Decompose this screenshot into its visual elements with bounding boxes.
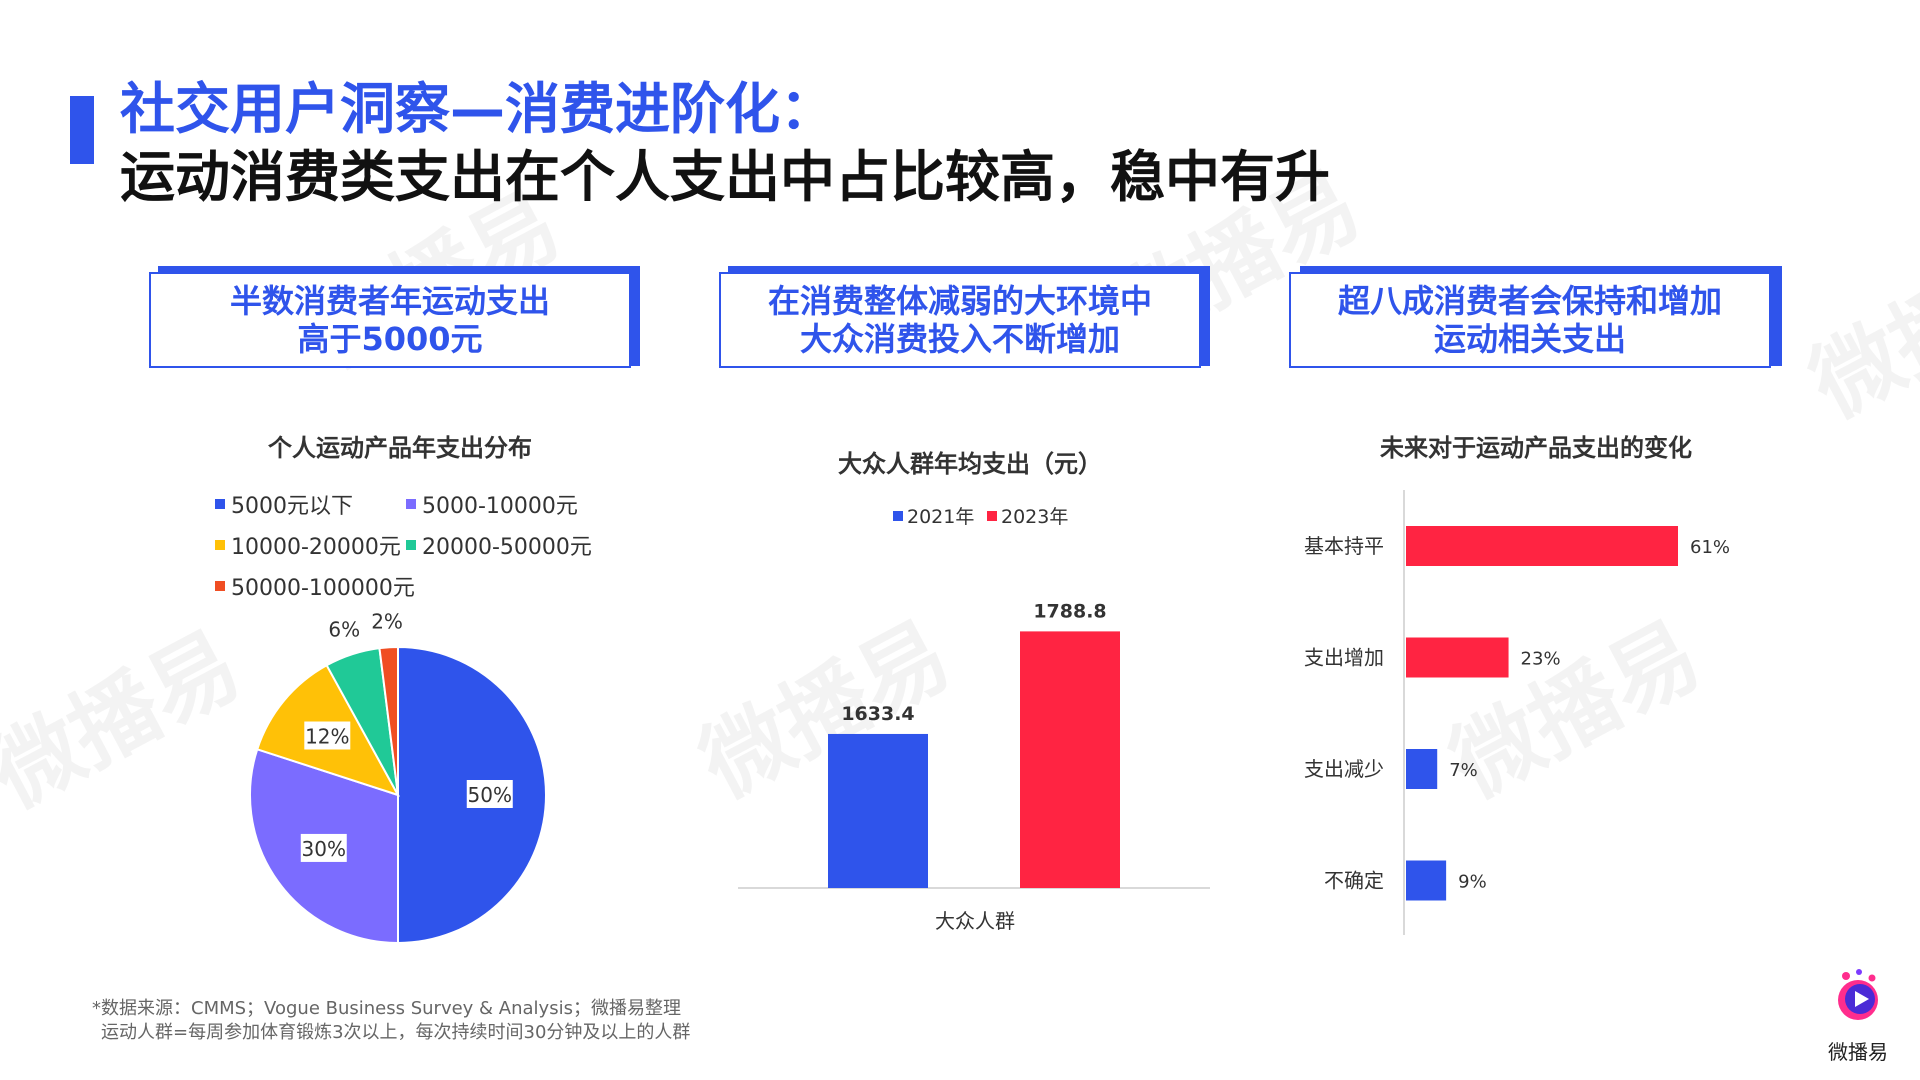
hbar <box>1406 749 1438 789</box>
pie-legend-label-3: 10000-20000元 <box>231 535 401 560</box>
hbar <box>1406 637 1509 678</box>
bar-legend-item-2: 2023年 <box>987 502 1068 529</box>
bar <box>828 733 928 888</box>
pie-data-label: 6% <box>328 618 360 642</box>
hbar-data-label: 61% <box>1690 537 1730 558</box>
headline-box-2: 在消费整体减弱的大环境中 大众消费投入不断增加 <box>719 272 1201 368</box>
bar-legend-item-1: 2021年 <box>893 502 974 529</box>
headline-box-3: 超八成消费者会保持和增加 运动相关支出 <box>1289 272 1771 368</box>
brand-logo-icon <box>1838 969 1878 1020</box>
headline-box-3-line1: 超八成消费者会保持和增加 <box>1337 282 1722 320</box>
y-tick-label: 不确定 <box>1324 869 1384 893</box>
pie-data-label: 50% <box>468 783 512 807</box>
legend-swatch <box>406 540 416 550</box>
bar <box>1020 631 1120 888</box>
hbar <box>1406 860 1447 901</box>
watermark-6: 微播易 <box>1786 205 1920 441</box>
legend-swatch <box>215 499 225 509</box>
pie-label-bg <box>304 721 351 750</box>
legend-swatch <box>215 581 225 591</box>
pie-chart: 50% 30% 12% 6% 2% <box>249 609 547 945</box>
pie-chart-title: 个人运动产品年支出分布 <box>268 434 532 462</box>
pie-legend-item-3: 10000-20000元 <box>215 529 401 561</box>
pie-legend-item-2: 5000-10000元 <box>406 488 578 520</box>
page-title: 社交用户洞察—消费进阶化： <box>120 77 836 141</box>
pie-data-label: 30% <box>302 837 346 861</box>
watermark-3: 微播易 <box>0 595 258 831</box>
x-tick-label: 大众人群 <box>935 909 1015 933</box>
pie-data-label: 12% <box>305 725 349 749</box>
hbar-data-label: 7% <box>1449 760 1478 781</box>
y-tick-label: 基本持平 <box>1304 534 1384 558</box>
hbar-chart-title: 未来对于运动产品支出的变化 <box>1380 434 1692 462</box>
pie-legend-item-5: 50000-100000元 <box>215 570 415 602</box>
bar-data-label: 1633.4 <box>841 703 914 725</box>
horizontal-bar-chart: 基本持平 61% 支出增加 23% 支出减少 7% 不确定 9% <box>1304 490 1730 935</box>
page-subtitle: 运动消费类支出在个人支出中占比较高，稳中有升 <box>120 145 1331 209</box>
pie-legend-item-1: 5000元以下 <box>215 488 353 520</box>
headline-box-1: 半数消费者年运动支出 高于5000元 <box>149 272 631 368</box>
headline-box-1-line2: 高于5000元 <box>297 320 483 358</box>
pie-slice <box>378 645 399 796</box>
pie-legend-label-2: 5000-10000元 <box>422 494 578 519</box>
vertical-bar-chart: 1633.4 1788.8 大众人群 <box>738 600 1210 933</box>
legend-swatch <box>215 540 225 550</box>
hbar-data-label: 9% <box>1458 872 1487 893</box>
footnote-line-2: 运动人群=每周参加体育锻炼3次以上，每次持续时间30分钟及以上的人群 <box>101 1022 691 1043</box>
pie-label-bg <box>300 833 347 862</box>
pie-legend-label-1: 5000元以下 <box>231 494 353 519</box>
headline-box-3-line2: 运动相关支出 <box>1433 320 1626 358</box>
footnote-line-1: *数据来源：CMMS；Vogue Business Survey & Analy… <box>92 998 681 1019</box>
brand-name: 微播易 <box>1828 1040 1888 1064</box>
hbar <box>1406 526 1678 566</box>
pie-label-bg <box>466 780 513 808</box>
legend-swatch <box>406 499 416 509</box>
pie-legend-label-4: 20000-50000元 <box>422 535 592 560</box>
bar-legend-label-1: 2021年 <box>907 506 975 528</box>
pie-data-label: 2% <box>371 609 403 633</box>
headline-box-1-line1: 半数消费者年运动支出 <box>229 282 550 320</box>
legend-swatch <box>893 510 903 521</box>
legend-swatch <box>987 510 997 521</box>
title-accent-bar <box>70 96 94 164</box>
bar-chart-title: 大众人群年均支出（元） <box>838 450 1102 478</box>
headline-box-2-line1: 在消费整体减弱的大环境中 <box>767 282 1152 320</box>
pie-legend-label-5: 50000-100000元 <box>231 576 415 601</box>
y-tick-label: 支出减少 <box>1304 757 1384 781</box>
hbar-data-label: 23% <box>1521 649 1561 670</box>
bar-data-label: 1788.8 <box>1033 600 1106 622</box>
bar-legend-label-2: 2023年 <box>1001 506 1069 528</box>
headline-box-2-line2: 大众消费投入不断增加 <box>799 320 1120 358</box>
pie-legend-item-4: 20000-50000元 <box>406 529 592 561</box>
y-tick-label: 支出增加 <box>1304 646 1384 670</box>
